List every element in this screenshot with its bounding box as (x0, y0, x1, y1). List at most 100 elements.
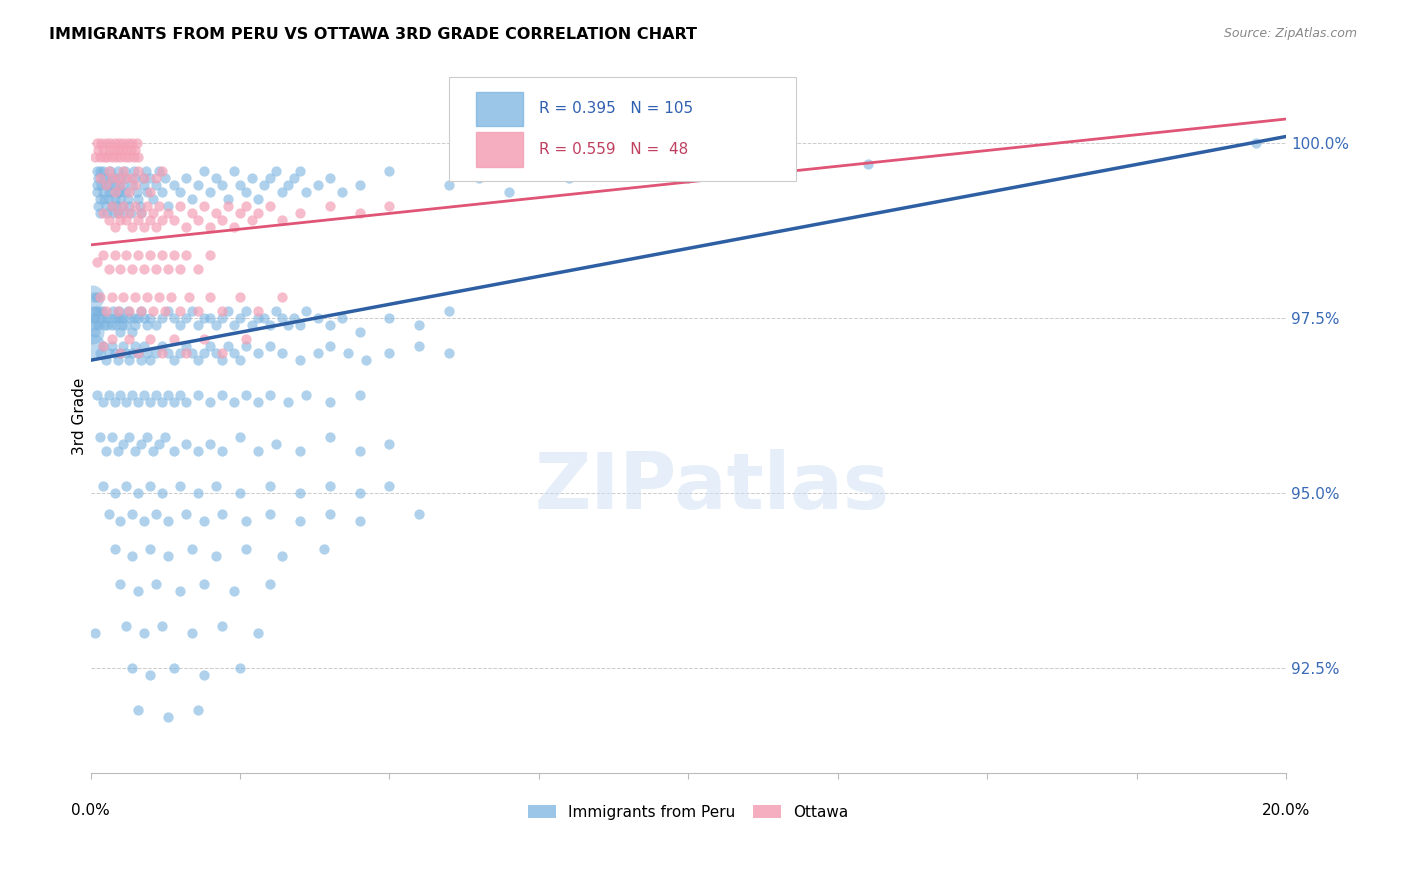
Point (89, 430, 111, 444)
Point (150, 164, 173, 178)
Point (104, 318, 127, 333)
Point (187, 178, 209, 193)
Point (103, 486, 125, 500)
Point (174, 339, 197, 353)
Point (270, 311, 292, 326)
Point (103, 395, 125, 409)
Point (259, 171, 281, 186)
Point (468, 171, 491, 186)
Point (150, 213, 173, 227)
Point (94, 304, 117, 318)
Point (229, 206, 252, 220)
Point (110, 388, 132, 402)
Point (91, 164, 114, 178)
Point (117, 304, 139, 318)
Point (103, 186, 125, 200)
Point (112, 339, 135, 353)
Point (96, 151, 118, 165)
Point (115, 479, 138, 493)
Point (86, 255, 108, 269)
Point (127, 584, 149, 599)
Point (235, 332, 257, 346)
Point (150, 339, 173, 353)
Point (205, 171, 228, 186)
Point (90, 136, 112, 151)
Point (198, 339, 221, 353)
Point (114, 164, 136, 178)
Text: R = 0.559   N =  48: R = 0.559 N = 48 (538, 142, 688, 157)
Point (108, 304, 131, 318)
Point (439, 304, 461, 318)
Point (124, 444, 146, 458)
Point (115, 213, 138, 227)
Point (97, 186, 120, 200)
Point (134, 626, 156, 640)
Point (222, 395, 245, 409)
Point (240, 171, 263, 186)
Point (155, 430, 177, 444)
Point (318, 395, 340, 409)
Point (139, 311, 162, 326)
Point (439, 346, 461, 360)
Point (93, 318, 115, 333)
Point (150, 248, 173, 262)
Point (136, 430, 159, 444)
Point (145, 507, 167, 521)
Point (169, 584, 191, 599)
Point (93, 193, 115, 207)
Point (100, 318, 122, 333)
Point (211, 346, 233, 360)
Point (198, 220, 221, 235)
Point (86, 304, 108, 318)
Point (259, 318, 281, 333)
Point (124, 318, 146, 333)
Point (121, 136, 143, 151)
Point (97, 193, 120, 207)
Point (112, 178, 135, 193)
Point (131, 206, 153, 220)
Point (288, 514, 311, 528)
Point (193, 577, 215, 591)
Point (205, 206, 228, 220)
Point (121, 171, 143, 186)
Point (193, 668, 215, 682)
Point (174, 507, 197, 521)
Point (193, 332, 215, 346)
Point (120, 206, 142, 220)
Y-axis label: 3rd Grade: 3rd Grade (72, 377, 87, 455)
Point (139, 171, 162, 186)
Point (103, 220, 125, 235)
Point (107, 311, 129, 326)
Point (139, 248, 162, 262)
Point (150, 395, 173, 409)
Point (169, 388, 191, 402)
Point (134, 171, 156, 186)
Point (336, 346, 359, 360)
Point (246, 206, 269, 220)
Point (229, 661, 252, 675)
Point (150, 311, 173, 326)
Point (378, 437, 401, 451)
Point (211, 304, 233, 318)
Point (118, 430, 141, 444)
Point (110, 514, 132, 528)
Point (83, 311, 105, 326)
Point (103, 136, 125, 151)
Point (136, 346, 159, 360)
Point (174, 437, 197, 451)
Text: IMMIGRANTS FROM PERU VS OTTAWA 3RD GRADE CORRELATION CHART: IMMIGRANTS FROM PERU VS OTTAWA 3RD GRADE… (49, 27, 697, 42)
Point (169, 186, 191, 200)
Point (169, 318, 191, 333)
Point (288, 353, 311, 368)
Point (193, 164, 215, 178)
Point (139, 332, 162, 346)
Point (193, 514, 215, 528)
Point (89, 346, 111, 360)
Point (163, 311, 186, 326)
Point (103, 248, 125, 262)
Point (136, 186, 159, 200)
Point (318, 339, 340, 353)
Point (124, 339, 146, 353)
Point (91, 339, 114, 353)
Point (89, 304, 111, 318)
